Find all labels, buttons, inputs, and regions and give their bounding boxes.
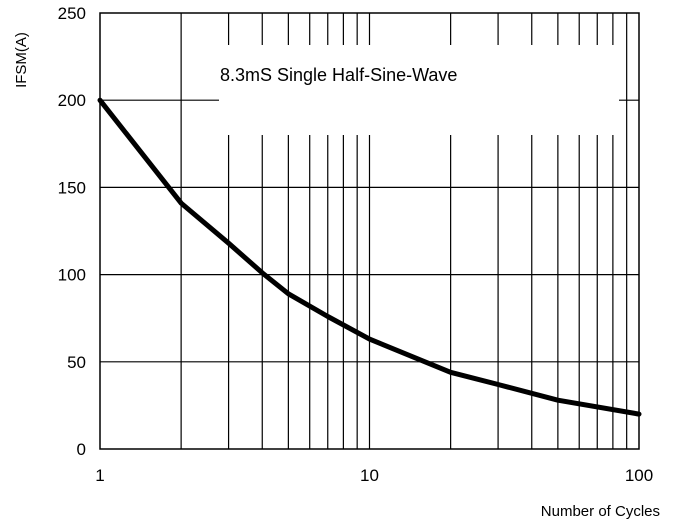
y-tick-labels: 0 50 100 150 200 250 [58, 4, 86, 459]
x-axis-label: Number of Cycles [541, 503, 660, 520]
y-tick-label: 100 [58, 266, 86, 285]
y-tick-label: 0 [77, 440, 86, 459]
y-axis-label: IFSM(A) [13, 32, 30, 88]
series-group [97, 97, 642, 417]
annotation-text: 8.3mS Single Half-Sine-Wave [220, 65, 457, 85]
y-tick-label: 250 [58, 4, 86, 23]
x-tick-label: 100 [625, 466, 653, 485]
x-tick-label: 1 [95, 466, 104, 485]
annotation-background [219, 45, 619, 135]
plot-frame [99, 12, 640, 450]
y-tick-label: 150 [58, 178, 86, 197]
x-tick-label: 10 [360, 466, 379, 485]
y-tick-label: 200 [58, 91, 86, 110]
y-tick-label: 50 [67, 353, 86, 372]
annotation-mask [219, 45, 619, 135]
x-tick-labels: 1 10 100 [95, 466, 653, 485]
